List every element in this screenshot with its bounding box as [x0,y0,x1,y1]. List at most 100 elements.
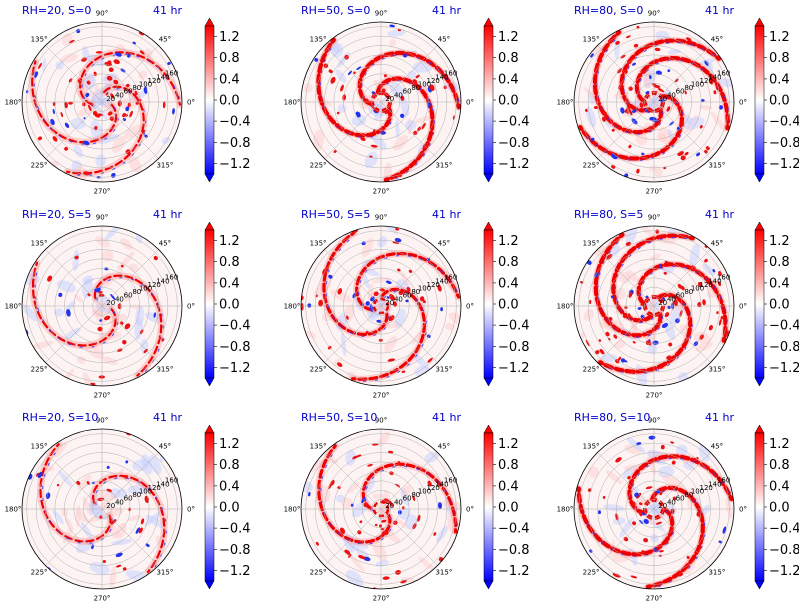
panel-8: 0°45°90°135°180°225°270°315°20 40 60 801001… [284,411,530,603]
positive-cell [339,527,346,534]
positive-cell [419,296,425,302]
field-texture [108,313,127,325]
angle-tick-label: 225° [310,568,327,576]
negative-cell [355,111,361,118]
panel-1: 0°45°90°135°180°225°270°315°20 40 60 801001… [5,4,251,196]
colorbar-tick-label: −0.4 [769,319,799,334]
grid-spoke [101,101,159,159]
colorbar-tick-label: 0.0 [769,298,790,313]
colorbar-tick-label: 0.0 [498,298,519,313]
negative-cell [402,53,408,58]
field-texture [84,342,105,359]
negative-cell [308,492,311,497]
angle-tick-label: 270° [646,188,663,196]
field-texture [585,106,597,128]
colorbar-tick-label: −0.8 [769,136,799,151]
negative-cell [389,24,395,28]
radial-tick-label: 100 [418,81,431,89]
angle-tick-label: 45° [438,240,450,248]
grid-spoke [380,452,438,510]
negative-cell [172,108,175,115]
radial-tick-label: 140 [708,480,721,488]
negative-cell [667,69,671,73]
negative-cell [669,121,675,126]
colorbar-tick-label: 0.4 [219,72,240,87]
field-texture [332,358,342,366]
positive-cell [397,461,401,466]
positive-cell [413,130,418,135]
colorbar-tick-label: 0.8 [219,51,240,66]
positive-cell [318,299,324,307]
panel-title-right: 41 hr [432,208,461,221]
colorbar-extend-max [754,424,765,434]
rainband-negative [596,33,664,135]
positive-cell [388,315,395,321]
grid-spoke [597,101,655,159]
panel-title-left: RH=50, S=0 [301,4,370,17]
rainband-negative [33,63,119,145]
field-texture [144,511,163,526]
radial-tick-label: 140 [435,277,448,285]
positive-cell [37,136,43,141]
radial-tick-label: 120 [427,281,440,289]
positive-cell [365,98,369,102]
positive-cell [103,315,111,321]
positive-cell [623,314,626,319]
rainband-negative [325,234,390,337]
angle-tick-label: 270° [94,595,111,603]
colorbar-extend-min [754,173,765,183]
field-texture [615,288,626,300]
positive-cell [98,290,103,294]
positive-cell [64,146,69,151]
colorbar-tick-label: −0.4 [219,522,251,537]
positive-cell [658,320,663,324]
positive-cell [427,357,433,363]
colorbar-gradient [483,432,494,582]
field-texture [145,312,165,324]
angle-tick-label: 315° [708,161,725,169]
panel-title-right: 41 hr [705,208,734,221]
colorbar-extend-min [204,580,215,590]
colorbar-tick-label: −1.2 [219,564,251,579]
negative-cell [307,303,312,308]
grid-spoke [653,452,711,510]
radial-tick-label: 100 [691,81,704,89]
radial-tick-label: 80 [684,491,693,499]
positive-cell [81,57,87,62]
field-texture [584,87,595,98]
positive-cell [602,111,608,117]
panel-title-right: 41 hr [705,411,734,424]
positive-cell [608,317,613,321]
negative-cell [641,152,645,156]
negative-cell [314,57,319,62]
positive-cell [666,355,672,360]
positive-cell [352,455,358,460]
field-texture [104,226,121,241]
colorbar-tick-label: 0.4 [498,72,519,87]
positive-cell [674,78,679,83]
field-texture [698,104,713,110]
radial-tick-label: 160 [717,274,730,282]
rainband [597,292,693,374]
angle-tick-label: 180° [284,506,301,514]
positive-cell [595,350,600,355]
negative-cell [132,41,136,45]
positive-cell [704,258,708,263]
positive-cell [387,358,396,362]
positive-cell [406,286,411,292]
rainband-negative [354,290,428,382]
positive-cell [359,520,363,524]
field-texture [80,521,93,541]
colorbar-extend-max [204,221,215,231]
angle-tick-label: 180° [557,506,574,514]
angle-tick-label: 270° [373,188,390,196]
radial-tick-label: 60 [124,495,133,503]
angle-tick-label: 180° [557,303,574,311]
radial-tick-label: 160 [165,274,178,282]
positive-cell [141,129,146,134]
positive-cell [110,93,115,99]
positive-cell [670,441,675,444]
panel-3: 0°45°90°135°180°225°270°315°20 40 60 801001… [557,4,799,196]
colorbar-gradient [483,229,494,379]
colorbar-extend-min [483,580,494,590]
